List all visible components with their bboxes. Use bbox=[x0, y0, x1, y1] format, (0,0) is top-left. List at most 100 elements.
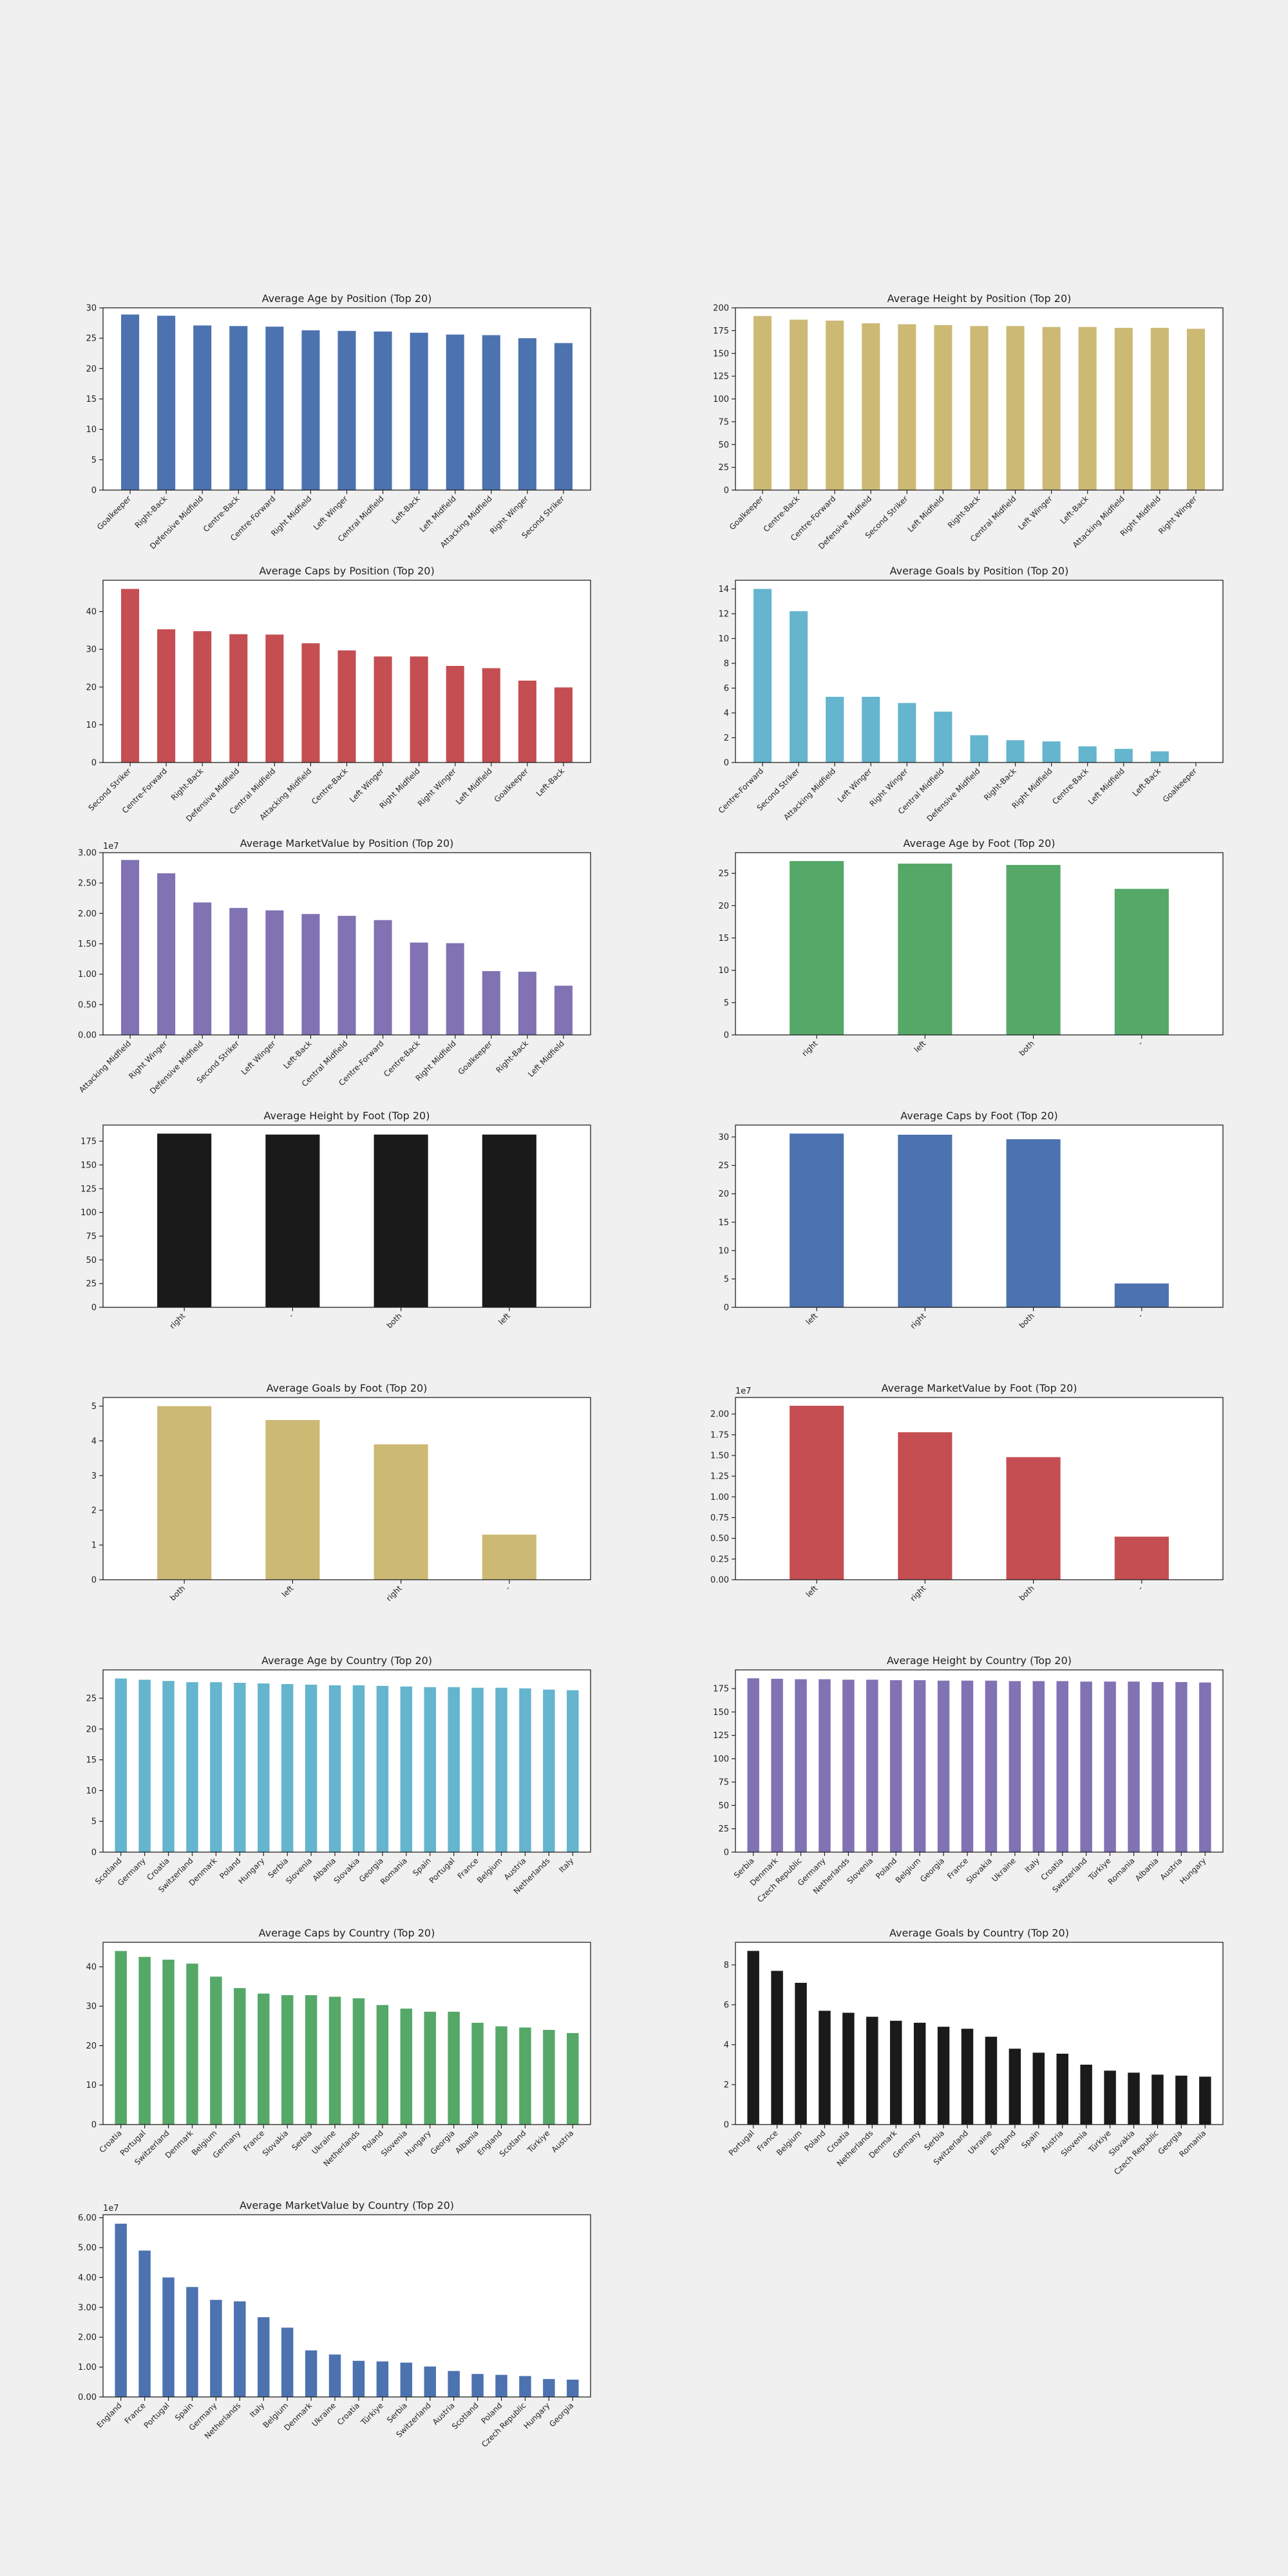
y-tick-label: 75 bbox=[718, 417, 729, 427]
y-tick-label: 50 bbox=[718, 1801, 729, 1811]
bar bbox=[328, 1996, 341, 2125]
bar bbox=[1032, 1681, 1045, 1852]
bar bbox=[1009, 1681, 1021, 1852]
plot-frame bbox=[735, 1942, 1224, 2125]
bar bbox=[374, 1444, 428, 1580]
plot-frame bbox=[102, 1942, 591, 2125]
x-tick-label: Ukraine bbox=[990, 1856, 1018, 1884]
y-tick-label: 2.50 bbox=[78, 879, 97, 889]
y-tick-label: 2.00 bbox=[78, 909, 97, 919]
bar bbox=[842, 1680, 855, 1852]
y-tick-label: 20 bbox=[86, 2041, 97, 2051]
y-tick-label: 3.00 bbox=[78, 849, 97, 858]
bar bbox=[337, 650, 356, 762]
bar bbox=[1186, 328, 1205, 490]
y-tick-label: 0 bbox=[91, 2121, 97, 2130]
y-tick-label: 6 bbox=[724, 2001, 729, 2011]
chart-panel: 0.001.002.003.004.005.006.001e7EnglandFr… bbox=[78, 2199, 591, 2449]
y-tick-label: 100 bbox=[80, 1208, 97, 1218]
x-tick-label: Right-Back bbox=[494, 1039, 530, 1075]
bar bbox=[1006, 740, 1025, 762]
x-tick-label: Hungary bbox=[236, 1856, 266, 1886]
y-tick-label: 5 bbox=[724, 1274, 729, 1284]
x-tick-label: left bbox=[804, 1584, 820, 1599]
x-tick-label: Left Midfield bbox=[454, 766, 494, 806]
bar bbox=[482, 1134, 536, 1307]
bar bbox=[234, 1683, 246, 1852]
bar bbox=[934, 325, 952, 490]
bar bbox=[771, 1678, 783, 1852]
x-tick-label: Left-Back bbox=[1059, 494, 1090, 526]
x-tick-label: Centre-Back bbox=[382, 1039, 422, 1079]
chart-panel: 0 1 2 3 4 5 both left right - Average Goals by Foo… bbox=[91, 1382, 591, 1603]
y-tick-label: 15 bbox=[86, 1756, 97, 1765]
y-tick-label: 20 bbox=[86, 683, 97, 692]
bar bbox=[961, 2029, 974, 2125]
chart-panel: 0 5 10 15 20 25 30 left right both - Average Caps b… bbox=[718, 1110, 1224, 1331]
bar bbox=[753, 316, 772, 490]
bar bbox=[866, 2016, 878, 2125]
bar bbox=[1042, 741, 1061, 762]
chart-title: Average Goals by Foot (Top 20) bbox=[267, 1382, 428, 1394]
x-tick-label: Centre-Back bbox=[1050, 766, 1090, 806]
bar bbox=[795, 1679, 807, 1852]
bar bbox=[305, 1995, 317, 2125]
bar bbox=[301, 643, 320, 762]
bar bbox=[376, 2361, 389, 2397]
bar bbox=[265, 634, 284, 762]
y-tick-label: 4 bbox=[724, 2041, 729, 2050]
bar bbox=[826, 696, 844, 762]
bar bbox=[374, 331, 392, 490]
x-tick-label: Portugal bbox=[428, 1856, 457, 1885]
x-tick-label: Spain bbox=[411, 1856, 433, 1878]
y-tick-label: 125 bbox=[80, 1184, 97, 1194]
x-tick-label: - bbox=[1136, 1311, 1144, 1320]
plot-frame bbox=[735, 1124, 1224, 1308]
x-tick-label: right bbox=[909, 1311, 928, 1331]
chart-title: Average Caps by Position (Top 20) bbox=[259, 565, 434, 577]
y-tick-label: 0.00 bbox=[78, 2393, 97, 2403]
bar bbox=[446, 943, 464, 1035]
y-tick-label: 10 bbox=[86, 2081, 97, 2090]
x-tick-label: Portugal bbox=[142, 2401, 171, 2430]
bar bbox=[157, 1406, 212, 1580]
bar bbox=[281, 1683, 294, 1852]
plot-area bbox=[103, 1942, 591, 2125]
chart-title: Average Caps by Country (Top 20) bbox=[259, 1927, 435, 1939]
plot-frame bbox=[735, 1669, 1224, 1853]
bar bbox=[898, 864, 952, 1035]
x-tick-label: Left-Back bbox=[281, 1039, 313, 1070]
y-tick-label: 150 bbox=[713, 1708, 729, 1718]
y-tick-label: 2 bbox=[91, 1506, 97, 1516]
bar bbox=[281, 2327, 294, 2397]
x-tick-label: Left Winger bbox=[836, 766, 874, 804]
bar bbox=[790, 1405, 844, 1580]
y-tick-label: 2 bbox=[724, 2081, 729, 2090]
x-tick-label: Centre-Back bbox=[762, 494, 802, 534]
bar bbox=[543, 1689, 555, 1852]
bar bbox=[482, 1534, 536, 1580]
bar bbox=[518, 971, 536, 1035]
x-tick-label: Left Winger bbox=[240, 1039, 278, 1077]
y-tick-label: 10 bbox=[86, 1786, 97, 1796]
bar bbox=[1128, 2072, 1140, 2125]
y-tick-label: 5 bbox=[91, 1817, 97, 1827]
x-tick-label: Türkiye bbox=[359, 2401, 385, 2427]
y-tick-label: 0 bbox=[724, 1848, 729, 1858]
x-tick-label: Ukraine bbox=[310, 2401, 337, 2429]
x-tick-label: Right-Back bbox=[133, 494, 169, 530]
x-tick-label: Poland bbox=[802, 2128, 827, 2153]
y-tick-label: 20 bbox=[718, 1189, 729, 1199]
y-tick-label: 75 bbox=[718, 1778, 729, 1788]
bar bbox=[265, 1134, 320, 1307]
x-tick-label: Centre-Back bbox=[202, 494, 242, 534]
bar bbox=[1175, 1681, 1188, 1852]
x-tick-label: Left-Back bbox=[535, 766, 566, 798]
y-tick-label: 0.25 bbox=[710, 1555, 729, 1564]
bar bbox=[1056, 2053, 1068, 2125]
bar bbox=[482, 335, 500, 490]
bar bbox=[352, 1685, 365, 1852]
bar bbox=[374, 1134, 428, 1307]
x-tick-label: - bbox=[504, 1584, 512, 1592]
